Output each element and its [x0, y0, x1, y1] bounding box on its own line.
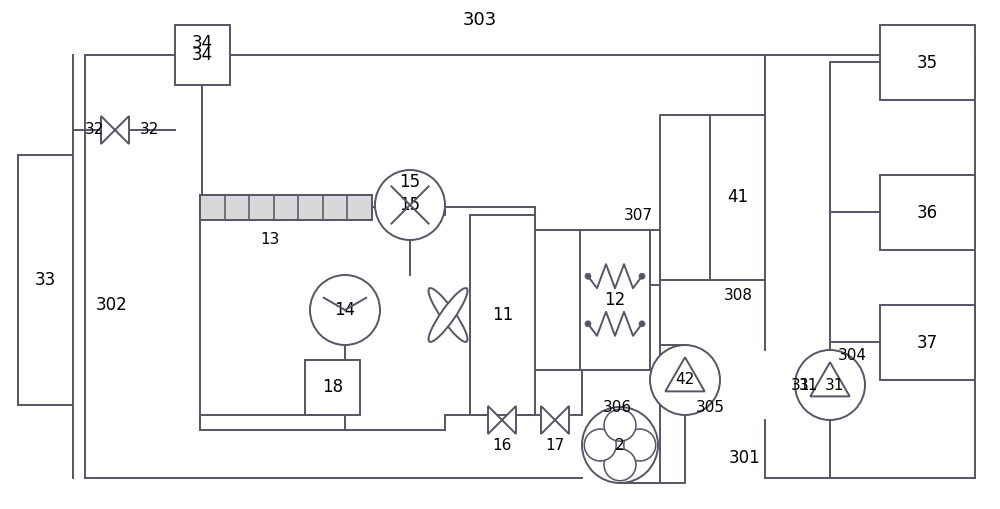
Text: 32: 32 — [85, 123, 105, 137]
Circle shape — [585, 273, 591, 279]
Circle shape — [604, 449, 636, 480]
Polygon shape — [115, 116, 129, 144]
Text: 32: 32 — [140, 123, 159, 137]
Circle shape — [639, 321, 645, 327]
Circle shape — [582, 407, 658, 483]
Circle shape — [585, 321, 591, 327]
Text: 31: 31 — [798, 378, 818, 392]
Bar — [200, 195, 372, 220]
Text: 306: 306 — [602, 401, 632, 415]
Polygon shape — [488, 406, 502, 434]
Circle shape — [584, 429, 616, 461]
Ellipse shape — [428, 288, 468, 342]
Text: 2: 2 — [615, 438, 625, 453]
Text: 13: 13 — [260, 233, 280, 247]
Text: 304: 304 — [838, 348, 866, 362]
Text: 33: 33 — [35, 271, 56, 289]
Text: 14: 14 — [334, 301, 356, 319]
Text: 305: 305 — [696, 401, 724, 415]
Bar — [880, 175, 975, 250]
Text: 307: 307 — [624, 208, 652, 222]
Circle shape — [604, 409, 636, 441]
Text: 301: 301 — [729, 449, 761, 467]
Text: 31: 31 — [825, 378, 845, 392]
Circle shape — [624, 429, 656, 461]
Text: 36: 36 — [917, 204, 938, 221]
Text: 303: 303 — [463, 11, 497, 29]
Polygon shape — [541, 406, 555, 434]
Polygon shape — [810, 362, 850, 397]
Circle shape — [310, 275, 380, 345]
Text: 37: 37 — [917, 333, 938, 352]
Polygon shape — [665, 357, 705, 391]
Bar — [880, 305, 975, 380]
Text: 31: 31 — [790, 378, 810, 392]
Text: 34: 34 — [192, 46, 213, 64]
Ellipse shape — [428, 288, 468, 342]
Text: 18: 18 — [322, 379, 343, 397]
Polygon shape — [555, 406, 569, 434]
Text: 11: 11 — [492, 306, 513, 324]
Text: 34: 34 — [191, 34, 213, 52]
Text: 302: 302 — [96, 296, 128, 314]
Bar — [880, 25, 975, 100]
Circle shape — [650, 345, 720, 415]
Bar — [175, 25, 230, 85]
Text: 15: 15 — [399, 173, 421, 191]
Circle shape — [795, 350, 865, 420]
Text: 42: 42 — [675, 373, 695, 387]
Circle shape — [375, 170, 445, 240]
Bar — [18, 155, 73, 405]
Text: 15: 15 — [399, 196, 421, 214]
Polygon shape — [101, 116, 115, 144]
Text: 308: 308 — [724, 288, 753, 302]
Bar — [710, 115, 765, 280]
Bar — [470, 215, 535, 415]
Circle shape — [639, 273, 645, 279]
Text: 41: 41 — [727, 188, 748, 207]
Bar — [305, 360, 360, 415]
Text: 12: 12 — [604, 291, 626, 309]
Text: 16: 16 — [492, 438, 512, 453]
Polygon shape — [502, 406, 516, 434]
Bar — [580, 230, 650, 370]
Text: 35: 35 — [917, 53, 938, 71]
Text: 17: 17 — [545, 438, 565, 453]
